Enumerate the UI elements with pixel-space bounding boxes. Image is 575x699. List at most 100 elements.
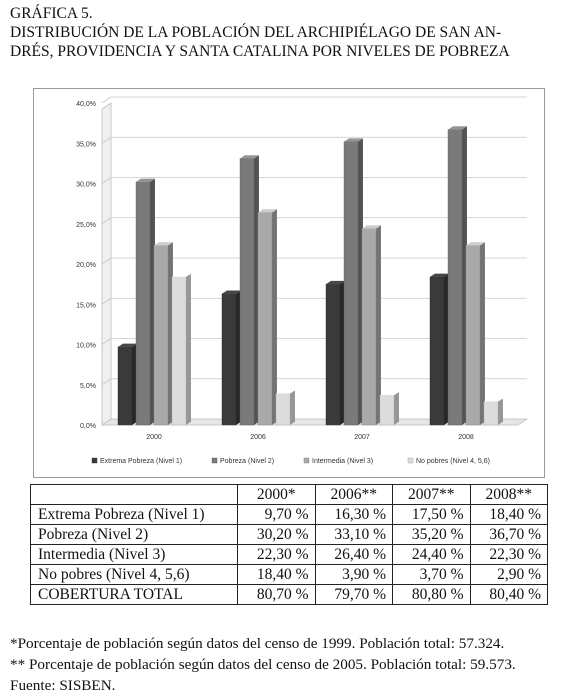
row-label: No pobres (Nivel 4, 5,6) (30, 564, 238, 585)
y-tick-label: 15,0% (76, 302, 96, 309)
bar (447, 129, 463, 426)
table-header-cell: 2007** (392, 484, 471, 505)
chart-frame: 0,0% 5,0% 10,0% 15,0% 20,0% 25,0% 30,0% 35,0% 40… (33, 88, 545, 478)
bar (379, 395, 395, 426)
bar-top (380, 391, 399, 396)
legend-swatch (91, 457, 98, 464)
legend-swatch (303, 457, 310, 464)
x-tick-label: 2006 (250, 434, 266, 441)
gridline-depth (101, 136, 112, 144)
bar-side (444, 273, 449, 425)
table-cell: 80,80 % (392, 584, 471, 605)
table-cell: 3,90 % (314, 564, 393, 585)
x-tick-label: 2008 (458, 434, 474, 441)
table-row: Extrema Pobreza (Nivel 1) 9,70 % 16,30 %… (30, 504, 548, 525)
table-cell: 18,40 % (469, 504, 548, 525)
bar-side (340, 280, 345, 425)
table-cell: 22,30 % (237, 544, 316, 565)
table-cell: 22,30 % (469, 544, 548, 565)
bar-side (480, 242, 485, 425)
legend-label: Pobreza (Nivel 2) (220, 458, 274, 465)
bar-top (118, 343, 137, 347)
bar-side (254, 155, 259, 425)
table-row: Pobreza (Nivel 2) 30,20 % 33,10 % 35,20 … (30, 524, 548, 545)
bar-top (222, 290, 241, 294)
bar-side (290, 390, 295, 425)
bar-top (154, 242, 173, 246)
bar-side (462, 126, 467, 425)
bar-top (362, 225, 381, 229)
row-label: COBERTURA TOTAL (30, 584, 238, 605)
bar (325, 283, 341, 426)
footnotes: *Porcentaje de población según datos del… (10, 633, 575, 696)
bar-top (430, 273, 449, 277)
bar-top (466, 242, 485, 246)
y-tick-label: 40,0% (76, 101, 96, 108)
legend-swatch (407, 457, 414, 464)
table-header-cell: 2006** (314, 484, 393, 505)
table-cell: 30,20 % (237, 524, 316, 545)
bar (239, 158, 255, 426)
table-cell: 35,20 % (392, 524, 471, 545)
bar-side (498, 398, 503, 425)
chart-side-wall (101, 102, 112, 426)
table-row: No pobres (Nivel 4, 5,6) 18,40 % 3,90 % … (30, 564, 548, 585)
figure-label: GRÁFICA 5. (10, 5, 93, 22)
y-tick-label: 10,0% (76, 343, 96, 350)
bar-side (186, 273, 191, 425)
bar (465, 245, 481, 426)
bar-side (236, 290, 241, 425)
source-note: Fuente: SISBEN. (10, 677, 116, 694)
gridline-depth (101, 217, 112, 225)
bar (153, 245, 169, 426)
bar (221, 293, 237, 426)
bar (117, 346, 133, 426)
table-cell: 80,40 % (469, 584, 548, 605)
bar (483, 401, 499, 426)
bar (429, 276, 445, 426)
footnote-1: *Porcentaje de población según datos del… (10, 635, 505, 652)
row-label: Intermedia (Nivel 3) (30, 544, 238, 565)
row-label: Pobreza (Nivel 2) (30, 524, 238, 545)
table-cell: 79,70 % (314, 584, 393, 605)
row-label: Extrema Pobreza (Nivel 1) (30, 504, 238, 525)
x-tick-label: 2007 (354, 434, 370, 441)
bar-side (168, 242, 173, 425)
table-cell: 26,40 % (314, 544, 393, 565)
gridline-depth (101, 96, 112, 104)
table-header-cell: 2000* (237, 484, 316, 505)
table-cell: 80,70 % (237, 584, 316, 605)
table-cell: 3,70 % (392, 564, 471, 585)
bar-side (132, 343, 137, 425)
table-header-cell: 2008** (469, 484, 548, 505)
y-tick-label: 30,0% (76, 182, 96, 189)
bar-top (258, 209, 277, 213)
legend-label: No pobres (Nivel 4, 5,6) (416, 458, 490, 465)
gridline-depth (101, 297, 112, 305)
table-cell: 24,40 % (392, 544, 471, 565)
table-row: Intermedia (Nivel 3) 22,30 % 26,40 % 24,… (30, 544, 548, 565)
table-cell: 36,70 % (469, 524, 548, 545)
footnote-2: ** Porcentaje de población según datos d… (10, 656, 516, 673)
table-corner-cell (30, 484, 238, 505)
gridline-depth (101, 257, 112, 265)
bar-top (484, 398, 503, 402)
bar (343, 141, 359, 426)
y-tick-label: 5,0% (80, 383, 96, 390)
gridline-depth (101, 338, 112, 345)
table-header-row: 2000* 2006** 2007** 2008** (30, 484, 548, 505)
bar-top (344, 138, 363, 142)
bar-top (172, 273, 191, 277)
bar-top (240, 155, 259, 159)
legend-label: Intermedia (Nivel 3) (312, 458, 373, 465)
table-cell: 17,50 % (392, 504, 471, 525)
gridline-depth (101, 418, 112, 426)
bar-side (376, 225, 381, 425)
bar-side (358, 138, 363, 425)
table-total-row: COBERTURA TOTAL 80,70 % 79,70 % 80,80 % … (30, 584, 548, 605)
table-cell: 33,10 % (314, 524, 393, 545)
legend-swatch (211, 457, 218, 464)
figure-heading: GRÁFICA 5. DISTRIBUCIÓN DE LA POBLACIÓN … (10, 4, 570, 61)
table-cell: 18,40 % (237, 564, 316, 585)
table-cell: 16,30 % (314, 504, 393, 525)
